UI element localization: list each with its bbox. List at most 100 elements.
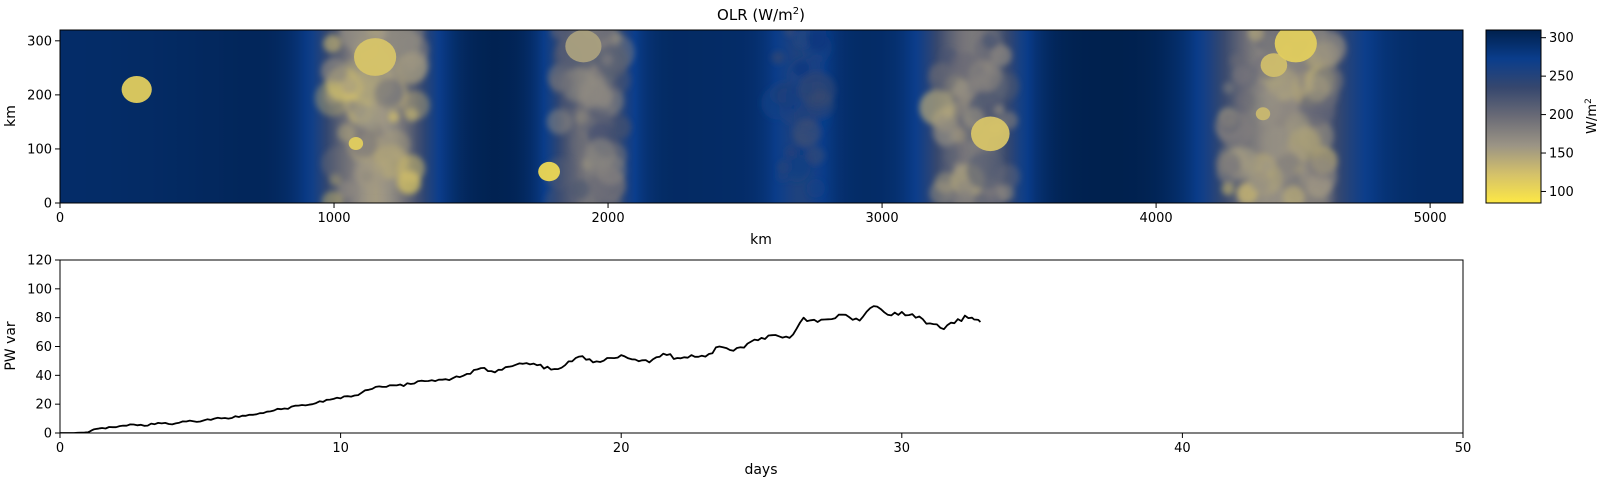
- pw-var-y-tick-label: 60: [35, 340, 52, 355]
- cloud-blob: [367, 30, 380, 38]
- cloud-blob: [793, 119, 821, 147]
- cloud-blob: [580, 77, 613, 111]
- convective-cell: [121, 76, 152, 103]
- cloud-blob: [1303, 74, 1331, 102]
- olr-x-tick-label: 1000: [317, 211, 350, 226]
- cloud-blob: [793, 61, 810, 77]
- cloud-blob: [321, 191, 344, 203]
- olr-heatmap-field: [60, 30, 1463, 203]
- convective-cell: [348, 137, 364, 150]
- cloud-blob: [546, 108, 573, 135]
- cloud-blob: [968, 58, 1002, 93]
- cloud-blob: [773, 81, 800, 107]
- cloud-blob: [971, 192, 991, 203]
- cloud-blob: [320, 57, 348, 85]
- cloud-blob: [944, 148, 959, 163]
- cloud-blob: [1222, 82, 1235, 94]
- cloud-blob: [1249, 170, 1271, 193]
- cloud-blob: [356, 160, 385, 189]
- convective-cell: [538, 161, 560, 182]
- cloud-blob: [1282, 186, 1305, 203]
- cloud-blob: [374, 78, 405, 109]
- convective-cell: [354, 38, 397, 76]
- olr-y-tick-label: 300: [27, 34, 52, 49]
- olr-y-axis: 0 100 200 300: [27, 34, 60, 212]
- olr-convective-cells: [121, 30, 1317, 182]
- cloud-blob: [397, 154, 426, 183]
- colorbar-tick-label: 100: [1549, 185, 1574, 200]
- cloud-blob: [380, 129, 411, 161]
- cloud-blob: [1218, 111, 1242, 134]
- cloud-blob: [575, 110, 589, 125]
- pw-var-plot-area: [60, 260, 1463, 433]
- cloud-blob: [585, 138, 616, 169]
- pw-var-y-axis: 0 20 40 60 80 100 120: [27, 254, 60, 442]
- olr-y-tick-label: 100: [27, 142, 52, 157]
- pw-var-x-axis: 0 10 20 30 40 50: [56, 433, 1471, 456]
- pw-var-y-tick-label: 0: [44, 427, 52, 442]
- cloud-blob: [942, 104, 956, 118]
- pw-var-line: [60, 305, 982, 433]
- cloud-blob: [995, 164, 1021, 189]
- cloud-blob: [806, 179, 826, 198]
- colorbar-tick-label: 200: [1549, 108, 1574, 123]
- olr-x-tick-label: 4000: [1140, 211, 1173, 226]
- cloud-blob: [1216, 150, 1241, 175]
- cloud-blob: [997, 184, 1015, 202]
- colorbar-ticks: 100 150 200 250 300: [1541, 31, 1574, 200]
- pw-var-x-tick-label: 0: [56, 441, 64, 456]
- olr-colorbar: 100 150 200 250 300 W/m2: [1485, 29, 1600, 204]
- cloud-blob: [355, 105, 379, 129]
- pw-var-panel: 0 10 20 30 40 50 0 20 40 60 80 100 120 days PW var: [3, 254, 1471, 479]
- cloud-blob: [1261, 126, 1292, 158]
- cloud-blob: [990, 44, 1012, 67]
- cloud-blob: [1248, 30, 1264, 41]
- olr-x-axis: 0 1000 2000 3000 4000 5000: [56, 203, 1447, 226]
- cloud-blob: [1229, 54, 1244, 68]
- cloud-blob: [806, 146, 825, 165]
- cloud-blob: [785, 146, 798, 159]
- pw-var-x-tick-label: 20: [613, 441, 630, 456]
- pw-var-x-tick-label: 10: [332, 441, 349, 456]
- convective-cell: [1260, 53, 1288, 77]
- olr-cloud-texture: [314, 30, 1348, 203]
- convective-cell: [971, 116, 1010, 152]
- cloud-blob: [405, 108, 419, 122]
- colorbar-tick-label: 300: [1549, 31, 1574, 46]
- cloud-blob: [572, 135, 588, 152]
- olr-x-tick-label: 5000: [1414, 211, 1447, 226]
- olr-x-tick-label: 0: [56, 211, 64, 226]
- colorbar-tick-label: 150: [1549, 147, 1574, 162]
- pw-var-y-tick-label: 80: [35, 311, 52, 326]
- cloud-blob: [400, 50, 430, 79]
- cloud-blob: [1235, 91, 1257, 112]
- cloud-blob: [544, 186, 578, 203]
- pw-var-y-tick-label: 100: [27, 282, 52, 297]
- cloud-blob: [321, 146, 354, 180]
- cloud-blob: [934, 125, 958, 148]
- pw-var-series: [60, 305, 982, 433]
- convective-cell: [1274, 30, 1317, 63]
- cloud-blob: [323, 34, 342, 53]
- cloud-blob: [953, 162, 965, 174]
- olr-chart-title: OLR (W/m2): [717, 6, 805, 24]
- colorbar-label: W/m2: [1584, 98, 1600, 134]
- olr-y-tick-label: 200: [27, 88, 52, 103]
- pw-var-x-tick-label: 30: [894, 441, 911, 456]
- cloud-blob: [966, 152, 1004, 190]
- cloud-blob: [771, 51, 785, 65]
- pw-var-x-tick-label: 50: [1455, 441, 1472, 456]
- cloud-blob: [994, 105, 1005, 115]
- olr-x-axis-label: km: [750, 232, 772, 248]
- cloud-blob: [1221, 182, 1235, 196]
- cloud-blob: [953, 190, 975, 203]
- cloud-blob: [550, 30, 567, 40]
- pw-var-y-tick-label: 40: [35, 369, 52, 384]
- pw-var-x-axis-label: days: [744, 462, 777, 478]
- cloud-blob: [934, 172, 956, 194]
- convective-cell: [1255, 107, 1271, 121]
- cloud-blob: [337, 123, 356, 142]
- olr-heatmap-panel: OLR (W/m2) 0 1000 2000 3000 4000 5000 0 100 200…: [3, 6, 1464, 248]
- olr-x-tick-label: 3000: [866, 211, 899, 226]
